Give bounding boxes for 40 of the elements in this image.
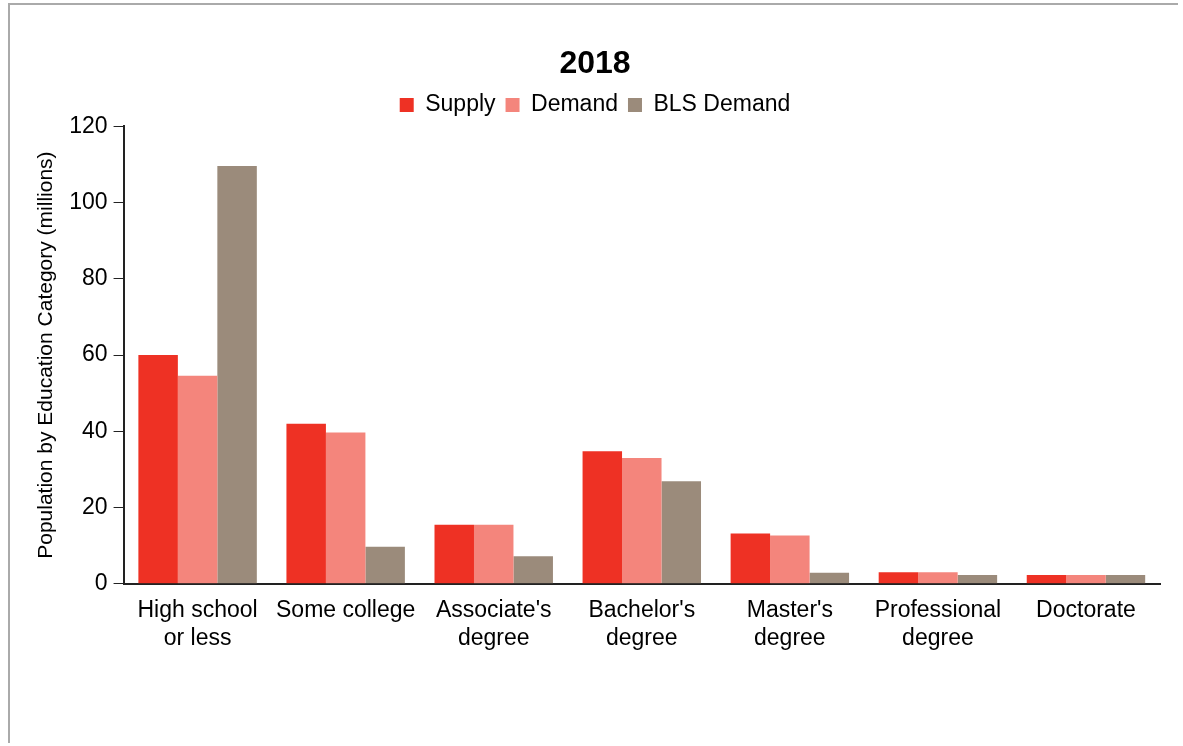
bar (878, 572, 919, 584)
bar (918, 572, 958, 584)
x-tick-label: High school or less (137, 595, 258, 650)
bar (513, 556, 553, 584)
bar (730, 533, 771, 584)
y-tick-label: 60 (81, 340, 108, 367)
bar (434, 524, 474, 584)
y-tick-label: 100 (69, 187, 108, 214)
y-tick-label: 20 (81, 492, 108, 519)
bar (622, 458, 662, 584)
bar (138, 355, 178, 584)
bar (809, 572, 850, 584)
bar (957, 575, 998, 584)
y-tick-label: 80 (81, 264, 108, 291)
bar (177, 375, 218, 584)
x-tick-label: Bachelor's degree (588, 595, 696, 650)
bar (1105, 575, 1146, 584)
x-tick-label: Master's degree (746, 595, 833, 650)
x-tick-label: Doctorate (1036, 595, 1136, 622)
legend-label: Demand (531, 90, 618, 117)
y-tick-label: 0 (94, 569, 108, 596)
bar (1026, 575, 1067, 584)
bar (473, 524, 514, 584)
legend-label: BLS Demand (653, 90, 791, 117)
bar (770, 535, 810, 584)
y-axis-title: Population by Education Category (millions) (33, 151, 57, 559)
legend-label: Supply (425, 90, 497, 117)
x-tick-label: Professional degree (874, 595, 1002, 650)
x-tick-label: Associate's degree (435, 595, 552, 650)
y-tick-label: 40 (81, 416, 108, 443)
x-tick-label: Some college (275, 595, 416, 622)
y-tick-label: 120 (69, 111, 108, 138)
chart-title: 2018 (559, 44, 631, 81)
bar (582, 451, 623, 584)
bar (325, 432, 366, 584)
bar (365, 546, 405, 584)
bar (1066, 575, 1106, 584)
bar (286, 423, 326, 584)
bar (661, 481, 702, 584)
bar (217, 166, 257, 584)
